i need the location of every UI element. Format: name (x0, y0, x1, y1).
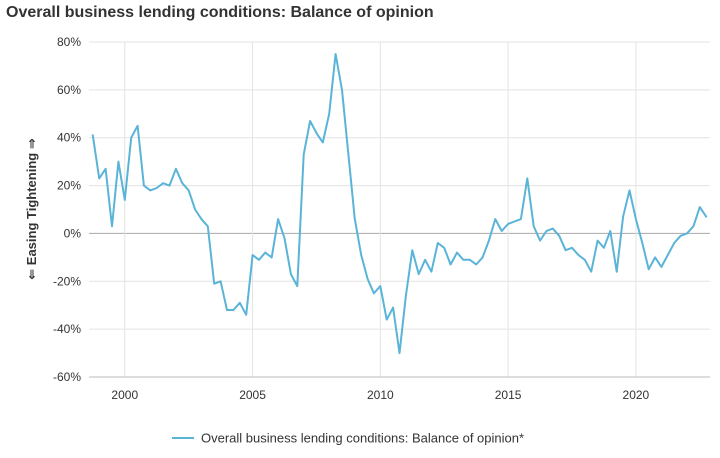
legend-label: Overall business lending conditions: Bal… (201, 431, 524, 446)
series-line (91, 53, 708, 355)
x-tick-label: 2010 (367, 388, 394, 402)
x-tick-label: 2000 (111, 388, 138, 402)
x-tick-label: 2020 (623, 388, 650, 402)
series-layer (91, 53, 708, 355)
grid-layer (89, 41, 710, 378)
y-tick-label: 60% (57, 83, 81, 97)
y-tick-label: 20% (57, 179, 81, 193)
axis-layer: 80% 60% 40% 20% 0% -20% -40% -60% 2000 2005 2010 20… (53, 35, 710, 402)
x-tick-label: 2015 (495, 388, 522, 402)
chart-title: Overall business lending conditions: Bal… (6, 4, 434, 21)
y-tick-label: -60% (53, 370, 81, 384)
y-tick-label: 40% (57, 131, 81, 145)
y-tick-label: 80% (57, 35, 81, 49)
legend: Overall business lending conditions: Bal… (172, 431, 524, 446)
y-tick-label: 0% (64, 226, 82, 240)
y-tick-label: -40% (53, 322, 81, 336)
y-axis-label: ⇐ Easing Tightening ⇒ (24, 138, 39, 280)
x-tick-label: 2005 (239, 388, 266, 402)
y-tick-label: -20% (53, 274, 81, 288)
